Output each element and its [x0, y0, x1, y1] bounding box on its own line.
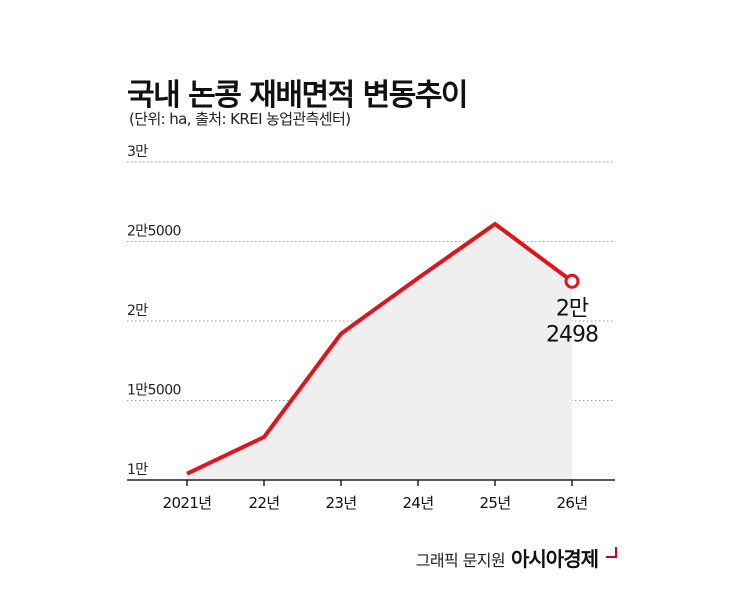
y-tick-label: 1만 [127, 462, 148, 478]
brand-mark-icon [606, 547, 617, 558]
y-tick-label: 2만5000 [127, 224, 181, 240]
series-line-layer [186, 221, 580, 476]
x-tick-label: 22년 [248, 494, 279, 512]
y-tick-label: 1만5000 [127, 383, 181, 399]
chart-subtitle: (단위: ha, 출처: KREI 농업관측센터) [129, 110, 351, 128]
area-fill-layer [187, 224, 572, 480]
labels-layer: 1만 1만5000 2만 2만5000 3만 2021년 22년 23년 24년 25년 26년 2만… [127, 144, 599, 512]
x-tick-label: 26년 [556, 494, 587, 512]
x-tick-label: 23년 [325, 494, 356, 512]
chart-title: 국내 논콩 재배면적 변동추이 [127, 78, 469, 113]
series-line [186, 221, 574, 476]
x-axis [127, 479, 615, 486]
last-point-marker [564, 273, 580, 289]
brand-logo: 아시아경제 [511, 547, 599, 571]
footer: 그래픽 문지원 아시아경제 [416, 543, 617, 572]
area-fill [187, 224, 572, 480]
graphic-credit: 그래픽 문지원 [415, 551, 506, 570]
y-tick-label: 2만 [127, 303, 148, 319]
data-label: 2만 [556, 296, 589, 321]
data-label: 2498 [546, 322, 598, 347]
x-tick-label: 2021년 [163, 494, 212, 512]
x-tick-label: 24년 [402, 494, 433, 512]
x-tick-label: 25년 [479, 494, 510, 512]
y-tick-label: 3만 [127, 144, 148, 160]
